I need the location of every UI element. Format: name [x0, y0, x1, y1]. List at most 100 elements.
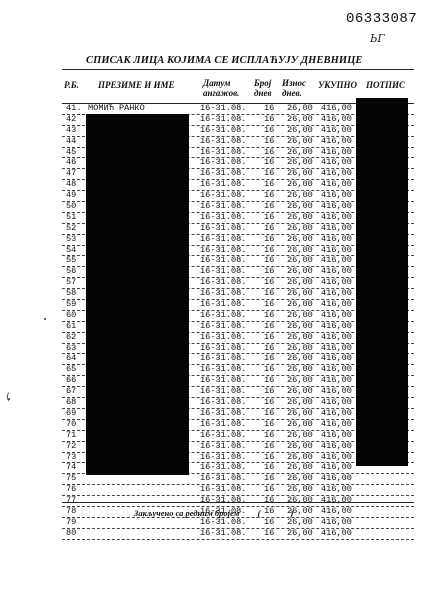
row-date: 16-31.08. — [200, 179, 247, 190]
row-days: 16 — [264, 190, 275, 201]
table-row: 60 16-31.08. 16 26,00 416,00 — [62, 309, 414, 322]
row-rate: 26,00 — [287, 233, 313, 244]
row-rate: 26,00 — [287, 418, 313, 429]
header-name: ПРЕЗИМЕ И ИМЕ — [98, 80, 175, 90]
row-total: 416,00 — [321, 190, 352, 201]
row-rate: 26,00 — [287, 407, 313, 418]
row-date: 16-31.08. — [200, 146, 247, 157]
row-total: 416,00 — [321, 484, 352, 495]
table-row: 47 16-31.08. 16 26,00 416,00 — [62, 168, 414, 181]
row-total: 416,00 — [321, 266, 352, 277]
row-date: 16-31.08. — [200, 527, 247, 538]
row-days: 16 — [264, 386, 275, 397]
row-days: 16 — [264, 473, 275, 484]
row-total: 416,00 — [321, 473, 352, 484]
row-days: 16 — [264, 179, 275, 190]
redaction-block-names — [86, 114, 189, 475]
scan-mark: ( — [6, 392, 10, 403]
row-rate: 26,00 — [287, 222, 313, 233]
table-row: 58 16-31.08. 16 26,00 416,00 — [62, 288, 414, 301]
row-rate: 26,00 — [287, 473, 313, 484]
row-number: 64 — [66, 353, 77, 364]
row-total: 416,00 — [321, 527, 352, 538]
table-row: 44 16-31.08. 16 26,00 416,00 — [62, 135, 414, 148]
row-date: 16-31.08. — [200, 103, 247, 113]
row-total: 416,00 — [321, 233, 352, 244]
row-total: 416,00 — [321, 157, 352, 168]
table-row: 56 16-31.08. 16 26,00 416,00 — [62, 266, 414, 279]
row-date: 16-31.08. — [200, 342, 247, 353]
row-date: 16-31.08. — [200, 233, 247, 244]
row-days: 16 — [264, 244, 275, 255]
row-number: 74 — [66, 462, 77, 473]
document-number: 06333087 — [346, 11, 418, 27]
row-date: 16-31.08. — [200, 473, 247, 484]
table-row: 78 16-31.08. 16 26,00 416,00 — [62, 506, 414, 518]
row-total: 416,00 — [321, 168, 352, 179]
row-total: 416,00 — [321, 451, 352, 462]
document-title: СПИСАК ЛИЦА КОЈИМА СЕ ИСПЛАЋУЈУ ДНЕВНИЦЕ — [86, 55, 363, 66]
row-number: 58 — [66, 288, 77, 299]
row-number: 46 — [66, 157, 77, 168]
row-number: 44 — [66, 135, 77, 146]
row-number: 80 — [66, 527, 77, 538]
table-row: 42 16-31.08. 16 26,00 416,00 — [62, 114, 414, 126]
row-days: 16 — [264, 146, 275, 157]
row-date: 16-31.08. — [200, 397, 247, 408]
row-days: 16 — [264, 309, 275, 320]
row-rate: 26,00 — [287, 484, 313, 495]
row-number: 70 — [66, 418, 77, 429]
row-rate: 26,00 — [287, 146, 313, 157]
row-days: 16 — [264, 440, 275, 451]
row-date: 16-31.08. — [200, 364, 247, 375]
closing-parens: ( ) — [257, 508, 308, 518]
row-total: 416,00 — [321, 277, 352, 288]
row-number: 41. — [66, 103, 82, 113]
row-number: 72 — [66, 440, 77, 451]
row-date: 16-31.08. — [200, 168, 247, 179]
table-row: 76 16-31.08. 16 26,00 416,00 — [62, 484, 414, 497]
row-number: 71 — [66, 429, 77, 440]
row-rate: 26,00 — [287, 266, 313, 277]
row-days: 16 — [264, 266, 275, 277]
bottom-rule — [62, 502, 414, 503]
row-number: 65 — [66, 364, 77, 375]
row-days: 16 — [264, 331, 275, 342]
row-number: 79 — [66, 516, 77, 527]
row-total: 416,00 — [321, 146, 352, 157]
table-row: 69 16-31.08. 16 26,00 416,00 — [62, 407, 414, 420]
row-rate: 26,00 — [287, 168, 313, 179]
row-rate: 26,00 — [287, 440, 313, 451]
table-row: 64 16-31.08. 16 26,00 416,00 — [62, 353, 414, 366]
row-total: 416,00 — [321, 201, 352, 212]
row-total: 416,00 — [321, 244, 352, 255]
redaction-block-signatures — [356, 98, 408, 466]
row-number: 68 — [66, 397, 77, 408]
row-days: 16 — [264, 462, 275, 473]
row-date: 16-31.08. — [200, 418, 247, 429]
row-date: 16-31.08. — [200, 201, 247, 212]
scan-speck — [8, 398, 10, 400]
row-days: 16 — [264, 429, 275, 440]
row-total: 416,00 — [321, 124, 352, 135]
row-days: 16 — [264, 353, 275, 364]
row-date: 16-31.08. — [200, 124, 247, 135]
header-rate: Износ днев. — [282, 78, 307, 98]
row-date: 16-31.08. — [200, 462, 247, 473]
row-date: 16-31.08. — [200, 331, 247, 342]
row-total: 416,00 — [321, 288, 352, 299]
header-rb: Р.Б. — [64, 80, 79, 90]
row-total: 416,00 — [321, 397, 352, 408]
row-total: 416,00 — [321, 222, 352, 233]
row-date: 16-31.08. — [200, 429, 247, 440]
row-date: 16-31.08. — [200, 255, 247, 266]
row-total: 416,00 — [321, 495, 352, 506]
row-days: 16 — [264, 407, 275, 418]
row-rate: 26,00 — [287, 342, 313, 353]
row-number: 53 — [66, 233, 77, 244]
row-rate: 26,00 — [287, 103, 313, 113]
row-rate: 26,00 — [287, 462, 313, 473]
table-row: 45 16-31.08. 16 26,00 416,00 — [62, 146, 414, 159]
handwritten-initials: ЬГ — [370, 32, 385, 45]
row-date: 16-31.08. — [200, 320, 247, 331]
